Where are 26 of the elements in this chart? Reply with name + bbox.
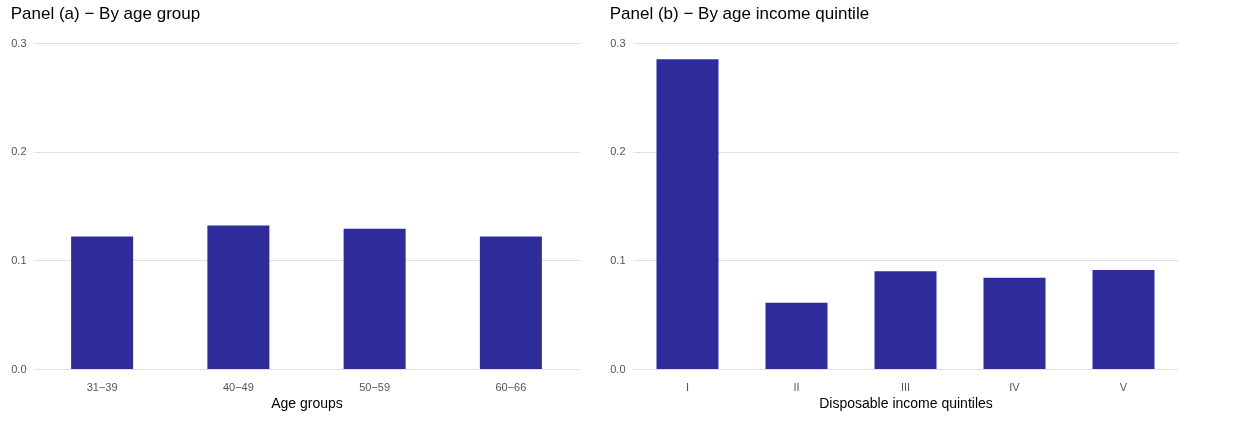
y-tick-label: 0.0 <box>610 362 626 375</box>
x-axis-title: Disposable income quintiles <box>819 394 993 411</box>
x-tick-label: II <box>793 380 800 393</box>
x-tick-label: IV <box>1009 380 1021 393</box>
y-tick-label: 0.0 <box>11 362 27 375</box>
x-tick-label: V <box>1119 380 1128 393</box>
y-tick-label: 0.2 <box>610 145 626 158</box>
y-tick-label: 0.1 <box>610 253 626 266</box>
chart-title: Panel (b) − By age income quintile <box>609 4 870 23</box>
bar <box>874 271 937 369</box>
y-tick-label: 0.2 <box>11 145 27 158</box>
y-tick-label: 0.3 <box>11 36 27 49</box>
bar <box>765 302 828 369</box>
bar <box>983 277 1046 369</box>
chart-title: Panel (a) − By age group <box>10 4 201 23</box>
y-tick-label: 0.1 <box>11 253 27 266</box>
x-axis-title: Age groups <box>271 394 343 411</box>
x-tick-label: 40−49 <box>222 380 254 393</box>
x-tick-label: 60−66 <box>495 380 527 393</box>
x-tick-label: III <box>900 380 911 393</box>
bar <box>1092 270 1155 369</box>
y-tick-label: 0.3 <box>610 36 626 49</box>
x-tick-label: 50−59 <box>359 380 391 393</box>
bar <box>656 59 719 369</box>
x-tick-label: 31−39 <box>86 380 118 393</box>
x-tick-label: I <box>685 380 690 393</box>
